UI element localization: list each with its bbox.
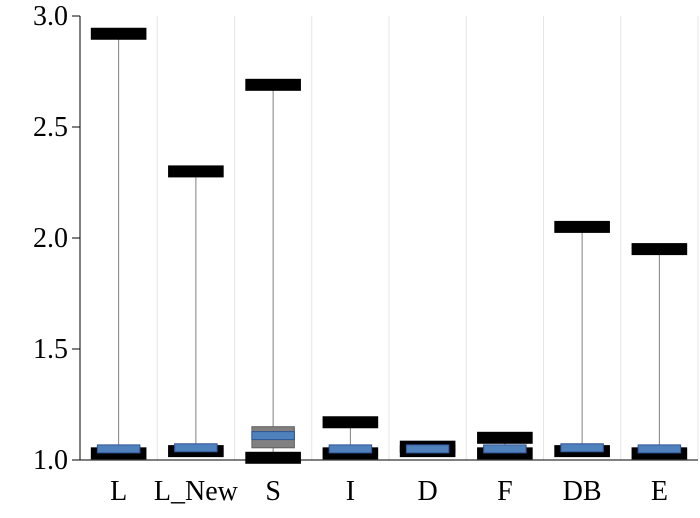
whisker-cap-min [245,451,301,464]
box-group-i [322,416,379,460]
x-tick-label: I [346,476,355,507]
whisker-cap-max [477,431,533,444]
y-tick-label: 2.5 [33,112,68,143]
box-group-l-new [168,165,224,458]
y-tick-label: 2.0 [33,223,68,254]
whisker-cap-max [168,165,224,178]
y-tick-label: 1.0 [33,445,68,476]
box-group-db [554,220,610,458]
box-group-d [399,440,456,458]
median-marker [483,444,527,454]
y-tick-label: 1.5 [33,334,68,365]
whisker-cap-max [631,243,688,256]
median-marker [405,444,450,454]
whisker-cap-max [554,220,610,233]
whisker-cap-max [90,27,147,40]
x-tick-label: DB [563,476,602,507]
x-tick-label: F [497,476,513,507]
box-group-l [90,27,147,460]
median-marker [96,444,141,454]
median-marker [174,443,218,453]
median-marker [560,443,604,453]
x-tick-label: D [418,476,438,507]
median-marker [637,444,682,454]
tick-labels: 1.0 1.5 2.0 2.5 3.0 L L_New S I D F DB E [33,1,668,507]
x-tick-label: E [651,476,668,507]
x-tick-label: S [265,476,281,507]
y-tick-label: 3.0 [33,1,68,32]
box-group-s [245,78,301,464]
axes [72,15,698,461]
x-tick-label: L [110,476,127,507]
box-marks [90,27,688,464]
box-group-e [631,243,688,460]
box-group-f [477,431,533,460]
grid-lines [79,16,699,460]
whisker-cap-max [245,78,301,91]
median-marker [328,444,373,454]
whisker-cap-max [322,416,379,429]
x-tick-label: L_New [154,476,239,507]
median-marker [251,431,295,441]
